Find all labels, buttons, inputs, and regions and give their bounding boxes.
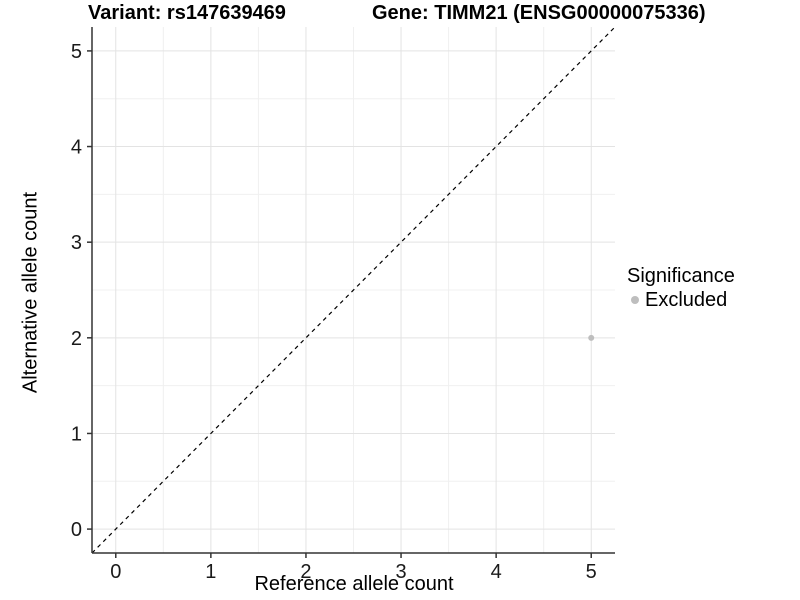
excluded-point-icon xyxy=(631,296,639,304)
y-tick-label: 0 xyxy=(71,519,82,541)
gene-title: Gene: TIMM21 (ENSG00000075336) xyxy=(372,2,706,24)
y-tick-label: 2 xyxy=(71,328,82,350)
legend-item-label: Excluded xyxy=(645,289,728,311)
y-tick-label: 1 xyxy=(71,423,82,445)
y-tick-label: 4 xyxy=(71,137,82,159)
x-tick-label: 0 xyxy=(110,561,121,583)
data-point xyxy=(588,334,595,341)
legend: Significance Excluded xyxy=(627,264,735,312)
legend-item-excluded: Excluded xyxy=(627,288,735,312)
x-axis-title: Reference allele count xyxy=(254,573,454,595)
y-tick-label: 3 xyxy=(71,232,82,254)
x-tick-label: 5 xyxy=(586,561,597,583)
x-tick-label: 3 xyxy=(395,561,406,583)
variant-title: Variant: rs147639469 xyxy=(88,2,286,24)
legend-title: Significance xyxy=(627,265,735,287)
y-tick-label: 5 xyxy=(71,41,82,63)
x-tick-label: 1 xyxy=(205,561,216,583)
x-tick-label: 4 xyxy=(491,561,502,583)
identity-reference-line xyxy=(91,26,616,554)
x-tick-label: 2 xyxy=(300,561,311,583)
y-axis-title: Alternative allele count xyxy=(19,191,42,394)
